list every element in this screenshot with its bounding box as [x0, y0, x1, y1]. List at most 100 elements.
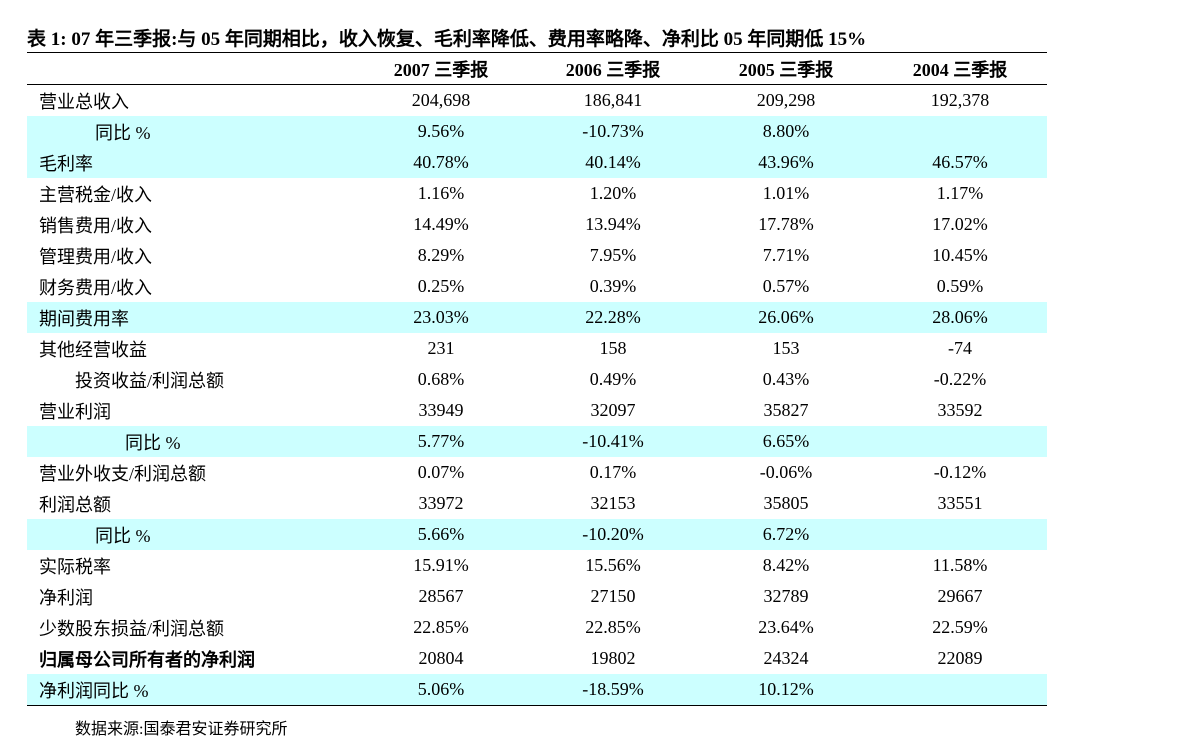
table-row: 销售费用/收入 14.49% 13.94% 17.78% 17.02% — [27, 209, 1047, 240]
header-cell: 2007 三季报 — [355, 52, 527, 85]
value-cell: 0.43% — [762, 369, 810, 389]
value-cell: 5.77% — [355, 426, 527, 457]
value-cell: 40.78% — [355, 147, 527, 178]
table-row: 期间费用率 23.03% 22.28% 26.06% 28.06% — [27, 302, 1047, 333]
table-row: 同比 % 5.77% -10.41% 6.65% — [27, 426, 1047, 457]
table-row: 利润总额 33972 32153 35805 33551 — [27, 488, 1047, 519]
value-cell: 7.71% — [762, 245, 810, 265]
value-cell: 35805 — [763, 493, 809, 513]
table-row: 投资收益/利润总额 0.68% 0.49% 0.43% -0.22% — [27, 364, 1047, 395]
value-cell: 5.06% — [355, 674, 527, 706]
value-cell: 0.49% — [589, 369, 637, 389]
table-row: 同比 % 9.56% -10.73% 8.80% — [27, 116, 1047, 147]
empty-cell — [873, 519, 1047, 550]
value-cell: 153 — [772, 338, 800, 358]
row-label: 主营税金/收入 — [39, 184, 153, 205]
value-cell: 0.25% — [417, 276, 465, 296]
source-note: 数据来源:国泰君安证券研究所 — [75, 721, 288, 738]
header-cell: 2004 三季报 — [873, 52, 1047, 85]
value-cell: 15.91% — [413, 555, 469, 575]
value-cell: 35827 — [763, 400, 809, 420]
table-row: 同比 % 5.66% -10.20% 6.72% — [27, 519, 1047, 550]
value-cell: -10.20% — [527, 519, 699, 550]
value-cell: 7.95% — [589, 245, 637, 265]
header-row: 2007 三季报 2006 三季报 2005 三季报 2004 三季报 — [27, 52, 1047, 85]
value-cell: 22.28% — [527, 302, 699, 333]
value-cell: 24324 — [763, 648, 809, 668]
value-cell: 1.16% — [417, 183, 465, 203]
value-cell: 28567 — [418, 586, 464, 606]
table-row: 财务费用/收入 0.25% 0.39% 0.57% 0.59% — [27, 271, 1047, 302]
value-cell: 9.56% — [355, 116, 527, 147]
empty-cell — [873, 426, 1047, 457]
row-label: 销售费用/收入 — [39, 215, 153, 236]
empty-cell — [873, 674, 1047, 706]
value-cell: 32097 — [590, 400, 636, 420]
row-label: 净利润同比 % — [27, 674, 355, 706]
row-label: 其他经营收益 — [39, 339, 147, 360]
value-cell: 15.56% — [585, 555, 641, 575]
value-cell: -74 — [948, 338, 972, 358]
value-cell: 0.57% — [762, 276, 810, 296]
value-cell: 33592 — [937, 400, 983, 420]
value-cell: 0.07% — [417, 462, 465, 482]
table-row: 营业利润 33949 32097 35827 33592 — [27, 395, 1047, 426]
value-cell: 0.68% — [417, 369, 465, 389]
row-label: 同比 % — [27, 426, 355, 457]
table-title: 表 1: 07 年三季报:与 05 年同期相比，收入恢复、毛利率降低、费用率略降… — [27, 29, 867, 50]
row-label: 毛利率 — [27, 147, 355, 178]
header-cell: 2006 三季报 — [527, 52, 699, 85]
row-label: 同比 % — [27, 519, 355, 550]
value-cell: 40.14% — [527, 147, 699, 178]
value-cell: 1.01% — [762, 183, 810, 203]
table-row: 实际税率 15.91% 15.56% 8.42% 11.58% — [27, 550, 1047, 581]
value-cell: 231 — [427, 338, 455, 358]
value-cell: 20804 — [418, 648, 464, 668]
value-cell: 32789 — [763, 586, 809, 606]
value-cell: 8.80% — [699, 116, 873, 147]
value-cell: 8.42% — [762, 555, 810, 575]
value-cell: 17.02% — [932, 214, 988, 234]
value-cell: 33551 — [937, 493, 983, 513]
header-cell — [27, 52, 355, 85]
table-row: 毛利率 40.78% 40.14% 43.96% 46.57% — [27, 147, 1047, 178]
value-cell: 5.66% — [355, 519, 527, 550]
value-cell: 43.96% — [699, 147, 873, 178]
row-label: 管理费用/收入 — [39, 246, 153, 267]
value-cell: 6.72% — [699, 519, 873, 550]
value-cell: 6.65% — [699, 426, 873, 457]
value-cell: 17.78% — [758, 214, 814, 234]
row-label: 营业总收入 — [39, 91, 129, 112]
value-cell: 13.94% — [585, 214, 641, 234]
row-label: 营业外收支/利润总额 — [39, 463, 207, 484]
value-cell: 22.85% — [413, 617, 469, 637]
value-cell: 28.06% — [873, 302, 1047, 333]
table-row: 归属母公司所有者的净利润 20804 19802 24324 22089 — [27, 643, 1047, 674]
value-cell: 29667 — [937, 586, 983, 606]
value-cell: 22089 — [937, 648, 983, 668]
value-cell: 19802 — [590, 648, 636, 668]
value-cell: 192,378 — [930, 90, 990, 110]
row-label: 归属母公司所有者的净利润 — [39, 649, 255, 670]
value-cell: 0.59% — [936, 276, 984, 296]
value-cell: 11.58% — [932, 555, 988, 575]
table-row: 净利润 28567 27150 32789 29667 — [27, 581, 1047, 612]
value-cell: 33949 — [418, 400, 464, 420]
value-cell: 23.64% — [758, 617, 814, 637]
value-cell: 26.06% — [699, 302, 873, 333]
value-cell: -0.06% — [759, 462, 813, 482]
table-row: 净利润同比 % 5.06% -18.59% 10.12% — [27, 674, 1047, 706]
table-row: 营业外收支/利润总额 0.07% 0.17% -0.06% -0.12% — [27, 457, 1047, 488]
value-cell: -10.41% — [527, 426, 699, 457]
row-label: 少数股东损益/利润总额 — [39, 618, 224, 639]
row-label: 同比 % — [27, 116, 355, 147]
table-row: 营业总收入 204,698 186,841 209,298 192,378 — [27, 85, 1047, 117]
value-cell: 46.57% — [873, 147, 1047, 178]
row-label: 期间费用率 — [27, 302, 355, 333]
value-cell: 1.17% — [936, 183, 984, 203]
table-row: 主营税金/收入 1.16% 1.20% 1.01% 1.17% — [27, 178, 1047, 209]
value-cell: 32153 — [590, 493, 636, 513]
value-cell: 0.17% — [589, 462, 637, 482]
table: 2007 三季报 2006 三季报 2005 三季报 2004 三季报 营业总收入 20… — [27, 52, 1047, 706]
